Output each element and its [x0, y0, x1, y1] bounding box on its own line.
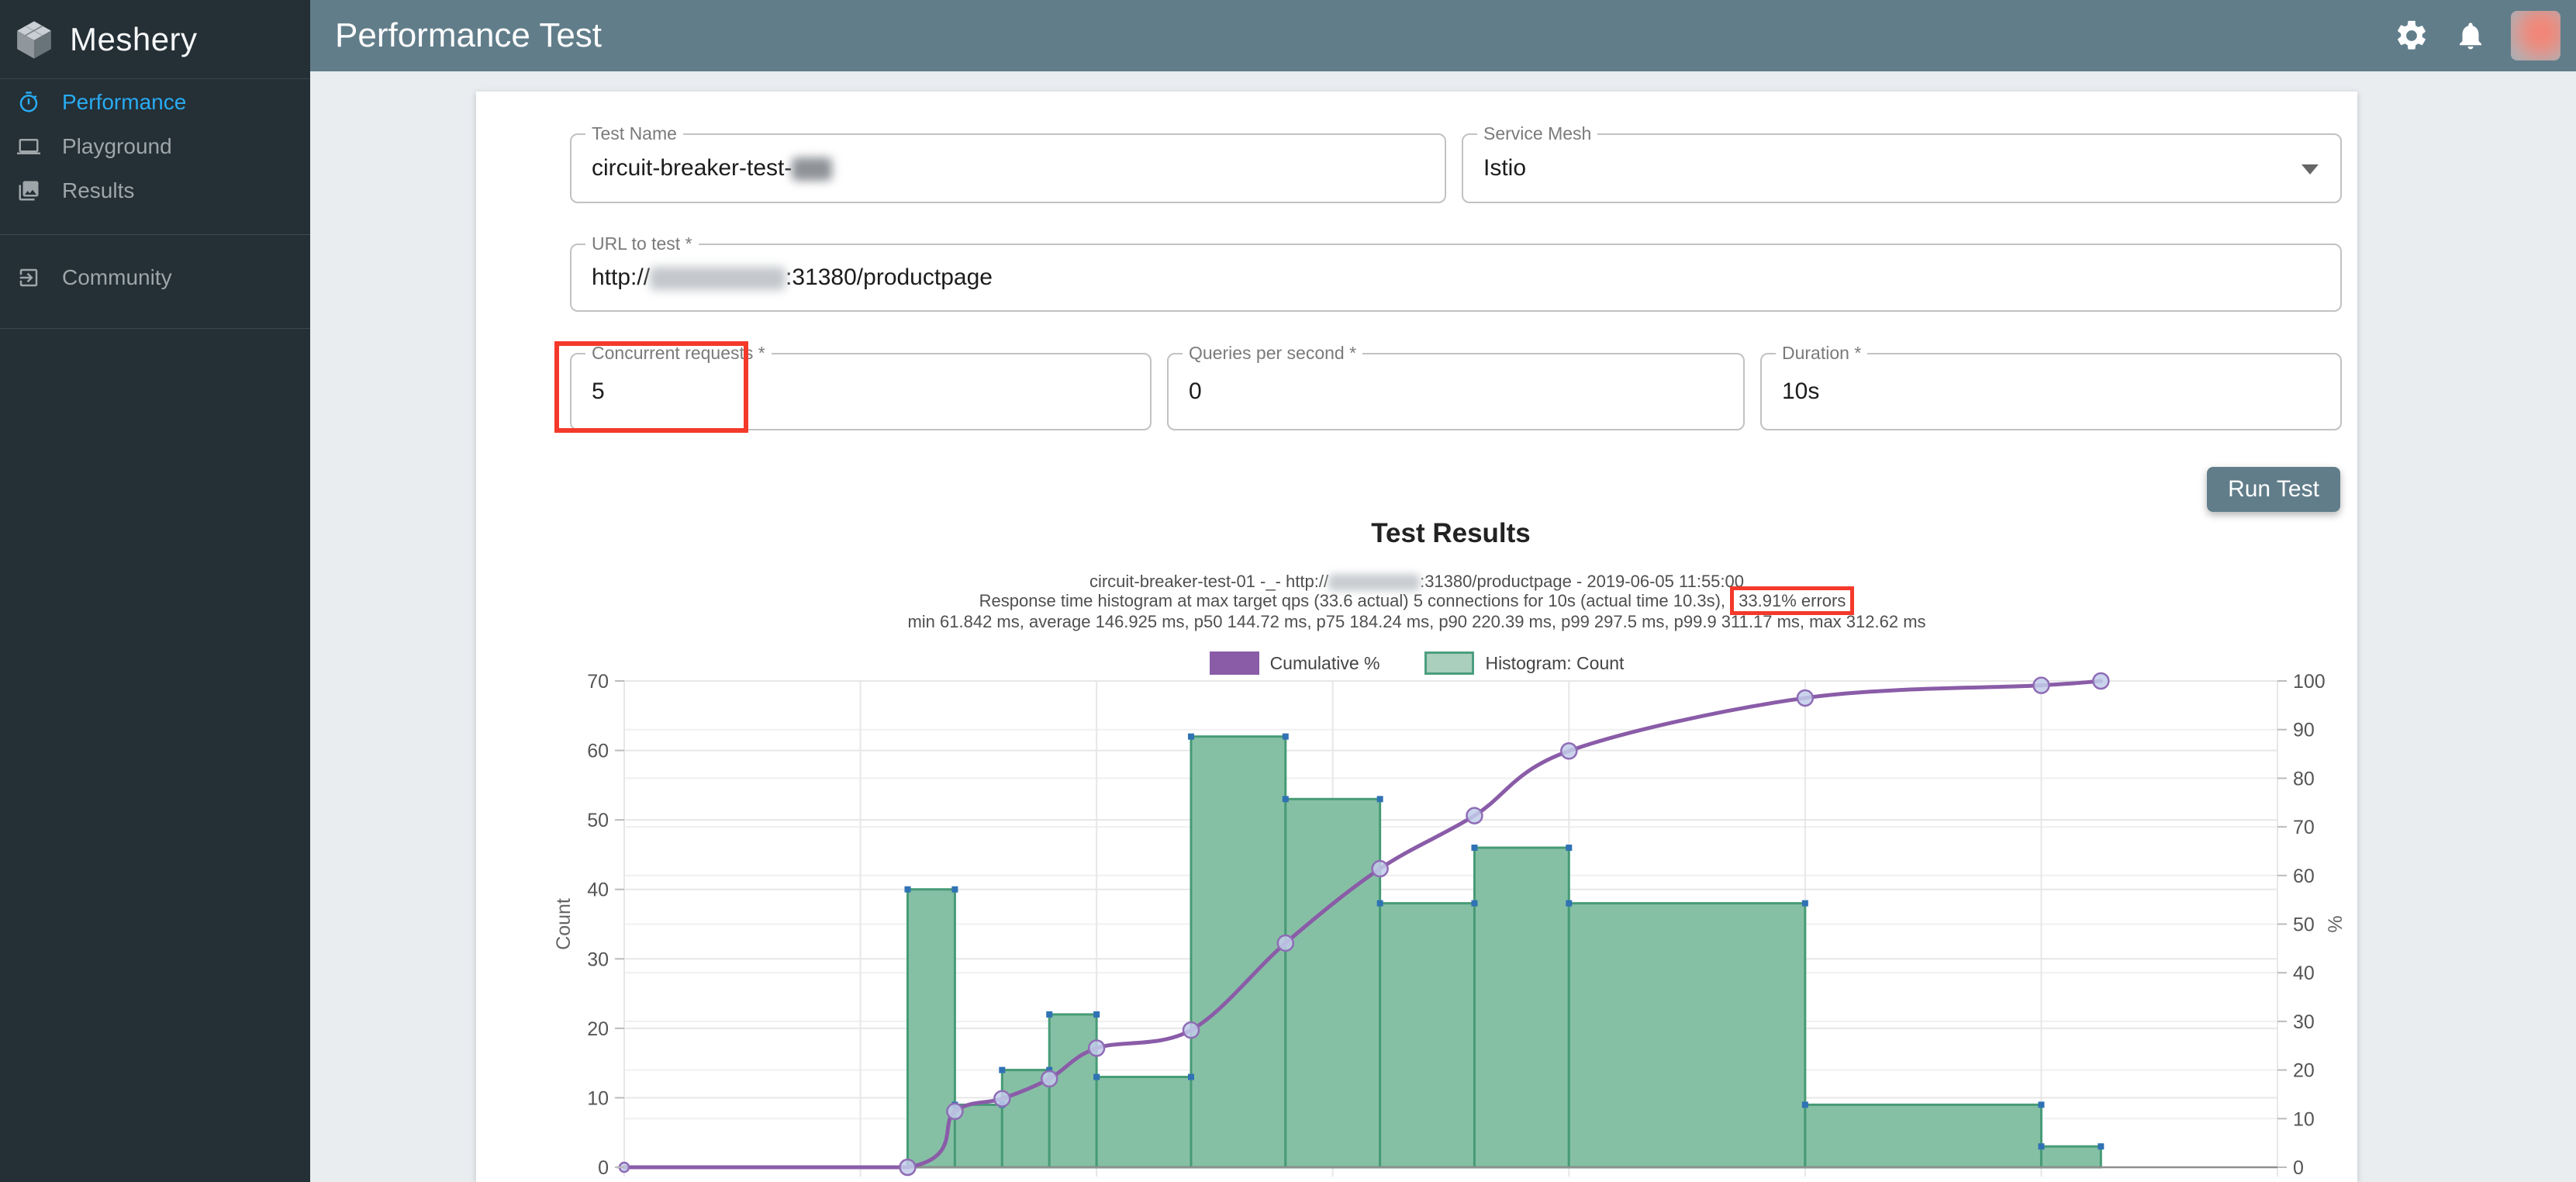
test-name-label: Test Name — [585, 123, 683, 144]
page-title: Performance Test — [335, 16, 603, 54]
histogram-legend-swatch[interactable] — [1424, 651, 1475, 675]
svg-text:100: 100 — [2293, 671, 2326, 693]
performance-test-card: Test Name circuit-breaker-test- Service … — [476, 92, 2357, 1182]
duration-label: Duration * — [1776, 343, 1868, 364]
concurrent-requests-value: 5 — [592, 378, 605, 404]
svg-text:50: 50 — [2293, 914, 2315, 936]
response-time-chart: 0 10 20 30 40 50 60 70 0 10 20 30 40 50 60 70 80 90 100 Cou… — [535, 667, 2419, 1182]
results-summary-line2: Response time histogram at max target qp… — [476, 586, 2357, 615]
redacted-text — [1328, 574, 1421, 592]
service-mesh-value: Istio — [1483, 155, 1527, 181]
sidebar-divider — [0, 234, 310, 235]
notifications-bell-icon — [2460, 22, 2481, 50]
settings-button[interactable] — [2393, 17, 2430, 54]
svg-text:70: 70 — [2293, 817, 2315, 838]
queries-per-second-value: 0 — [1189, 378, 1202, 404]
meshery-logo-icon — [17, 20, 51, 58]
results-summary-line1: circuit-breaker-test-01 -_- http://:3138… — [1089, 572, 1745, 592]
svg-text:40: 40 — [2293, 963, 2315, 984]
sidebar-divider — [0, 328, 310, 329]
topbar-actions — [2393, 0, 2560, 71]
sidebar-item-playground[interactable]: Playground — [0, 125, 310, 168]
svg-text:60: 60 — [587, 741, 609, 762]
service-mesh-select[interactable]: Service Mesh Istio — [1462, 123, 2342, 203]
laptop-icon — [17, 139, 40, 154]
url-to-test-field[interactable]: URL to test * http://:31380/productpage — [570, 233, 2342, 312]
user-avatar[interactable] — [2511, 11, 2560, 60]
queries-per-second-label: Queries per second * — [1183, 343, 1363, 364]
run-test-button[interactable]: Run Test — [2207, 467, 2340, 512]
svg-text:%: % — [2325, 915, 2346, 932]
sidebar-item-label: Playground — [62, 134, 172, 158]
svg-text:60: 60 — [2293, 866, 2315, 887]
notifications-button[interactable] — [2452, 17, 2489, 54]
brand-header[interactable]: Meshery — [0, 0, 310, 79]
svg-text:30: 30 — [587, 949, 609, 970]
duration-field[interactable]: Duration * 10s — [1760, 343, 2342, 430]
settings-gear-icon — [2398, 20, 2426, 50]
histogram-legend-label: Histogram: Count — [1485, 652, 1625, 673]
concurrent-requests-field[interactable]: Concurrent requests * 5 — [570, 343, 1152, 430]
service-mesh-label: Service Mesh — [1477, 123, 1598, 144]
svg-text:0: 0 — [598, 1157, 609, 1179]
test-results-title: Test Results — [1371, 518, 1531, 548]
svg-text:40: 40 — [587, 880, 609, 901]
chevron-down-icon — [2301, 164, 2319, 175]
svg-text:30: 30 — [2293, 1011, 2315, 1033]
svg-text:20: 20 — [2293, 1060, 2315, 1082]
svg-text:10: 10 — [2293, 1108, 2315, 1130]
errors-annotation-box: 33.91% errors — [1730, 586, 1855, 615]
svg-text:80: 80 — [2293, 768, 2315, 790]
timer-icon — [19, 92, 38, 112]
errors-value: 33.91% errors — [1739, 591, 1846, 610]
cumulative-legend-label: Cumulative % — [1269, 652, 1380, 673]
histogram-cumulative-svg: 0 10 20 30 40 50 60 70 0 10 20 30 40 50 60 70 80 90 100 Cou… — [553, 671, 2346, 1179]
results-icon — [19, 181, 39, 201]
brand-name: Meshery — [70, 20, 198, 57]
svg-text:0: 0 — [2293, 1157, 2304, 1179]
url-value: http://:31380/productpage — [592, 264, 993, 291]
cumulative-legend-swatch[interactable] — [1209, 651, 1259, 675]
sidebar-item-label: Performance — [62, 90, 187, 114]
avatar-blurred-image — [2511, 11, 2560, 60]
sidebar-item-label: Results — [62, 178, 135, 202]
sidebar-item-performance[interactable]: Performance — [0, 81, 310, 124]
test-name-field[interactable]: Test Name circuit-breaker-test- — [570, 123, 1446, 203]
sidebar: Meshery Performance Playground Results — [0, 0, 310, 1182]
svg-text:10: 10 — [587, 1087, 609, 1109]
exit-to-app-icon — [19, 268, 38, 287]
url-label: URL to test * — [585, 233, 699, 254]
redacted-text — [792, 157, 833, 181]
svg-text:50: 50 — [587, 810, 609, 831]
concurrent-requests-label: Concurrent requests * — [585, 343, 772, 364]
svg-text:20: 20 — [587, 1018, 609, 1040]
duration-value: 10s — [1782, 378, 1820, 404]
svg-text:90: 90 — [2293, 720, 2315, 741]
test-name-value: circuit-breaker-test- — [592, 155, 833, 181]
sidebar-item-community[interactable]: Community — [0, 256, 310, 299]
svg-text:70: 70 — [587, 671, 609, 693]
redacted-text — [650, 267, 786, 291]
svg-text:Count: Count — [553, 898, 575, 950]
queries-per-second-field[interactable]: Queries per second * 0 — [1167, 343, 1745, 430]
sidebar-item-label: Community — [62, 265, 172, 289]
top-app-bar: Performance Test — [310, 0, 2576, 71]
chart-legend: Cumulative % Histogram: Count — [476, 651, 2357, 675]
results-summary-line3: min 61.842 ms, average 146.925 ms, p50 1… — [907, 612, 1926, 631]
sidebar-item-results[interactable]: Results — [0, 169, 310, 213]
